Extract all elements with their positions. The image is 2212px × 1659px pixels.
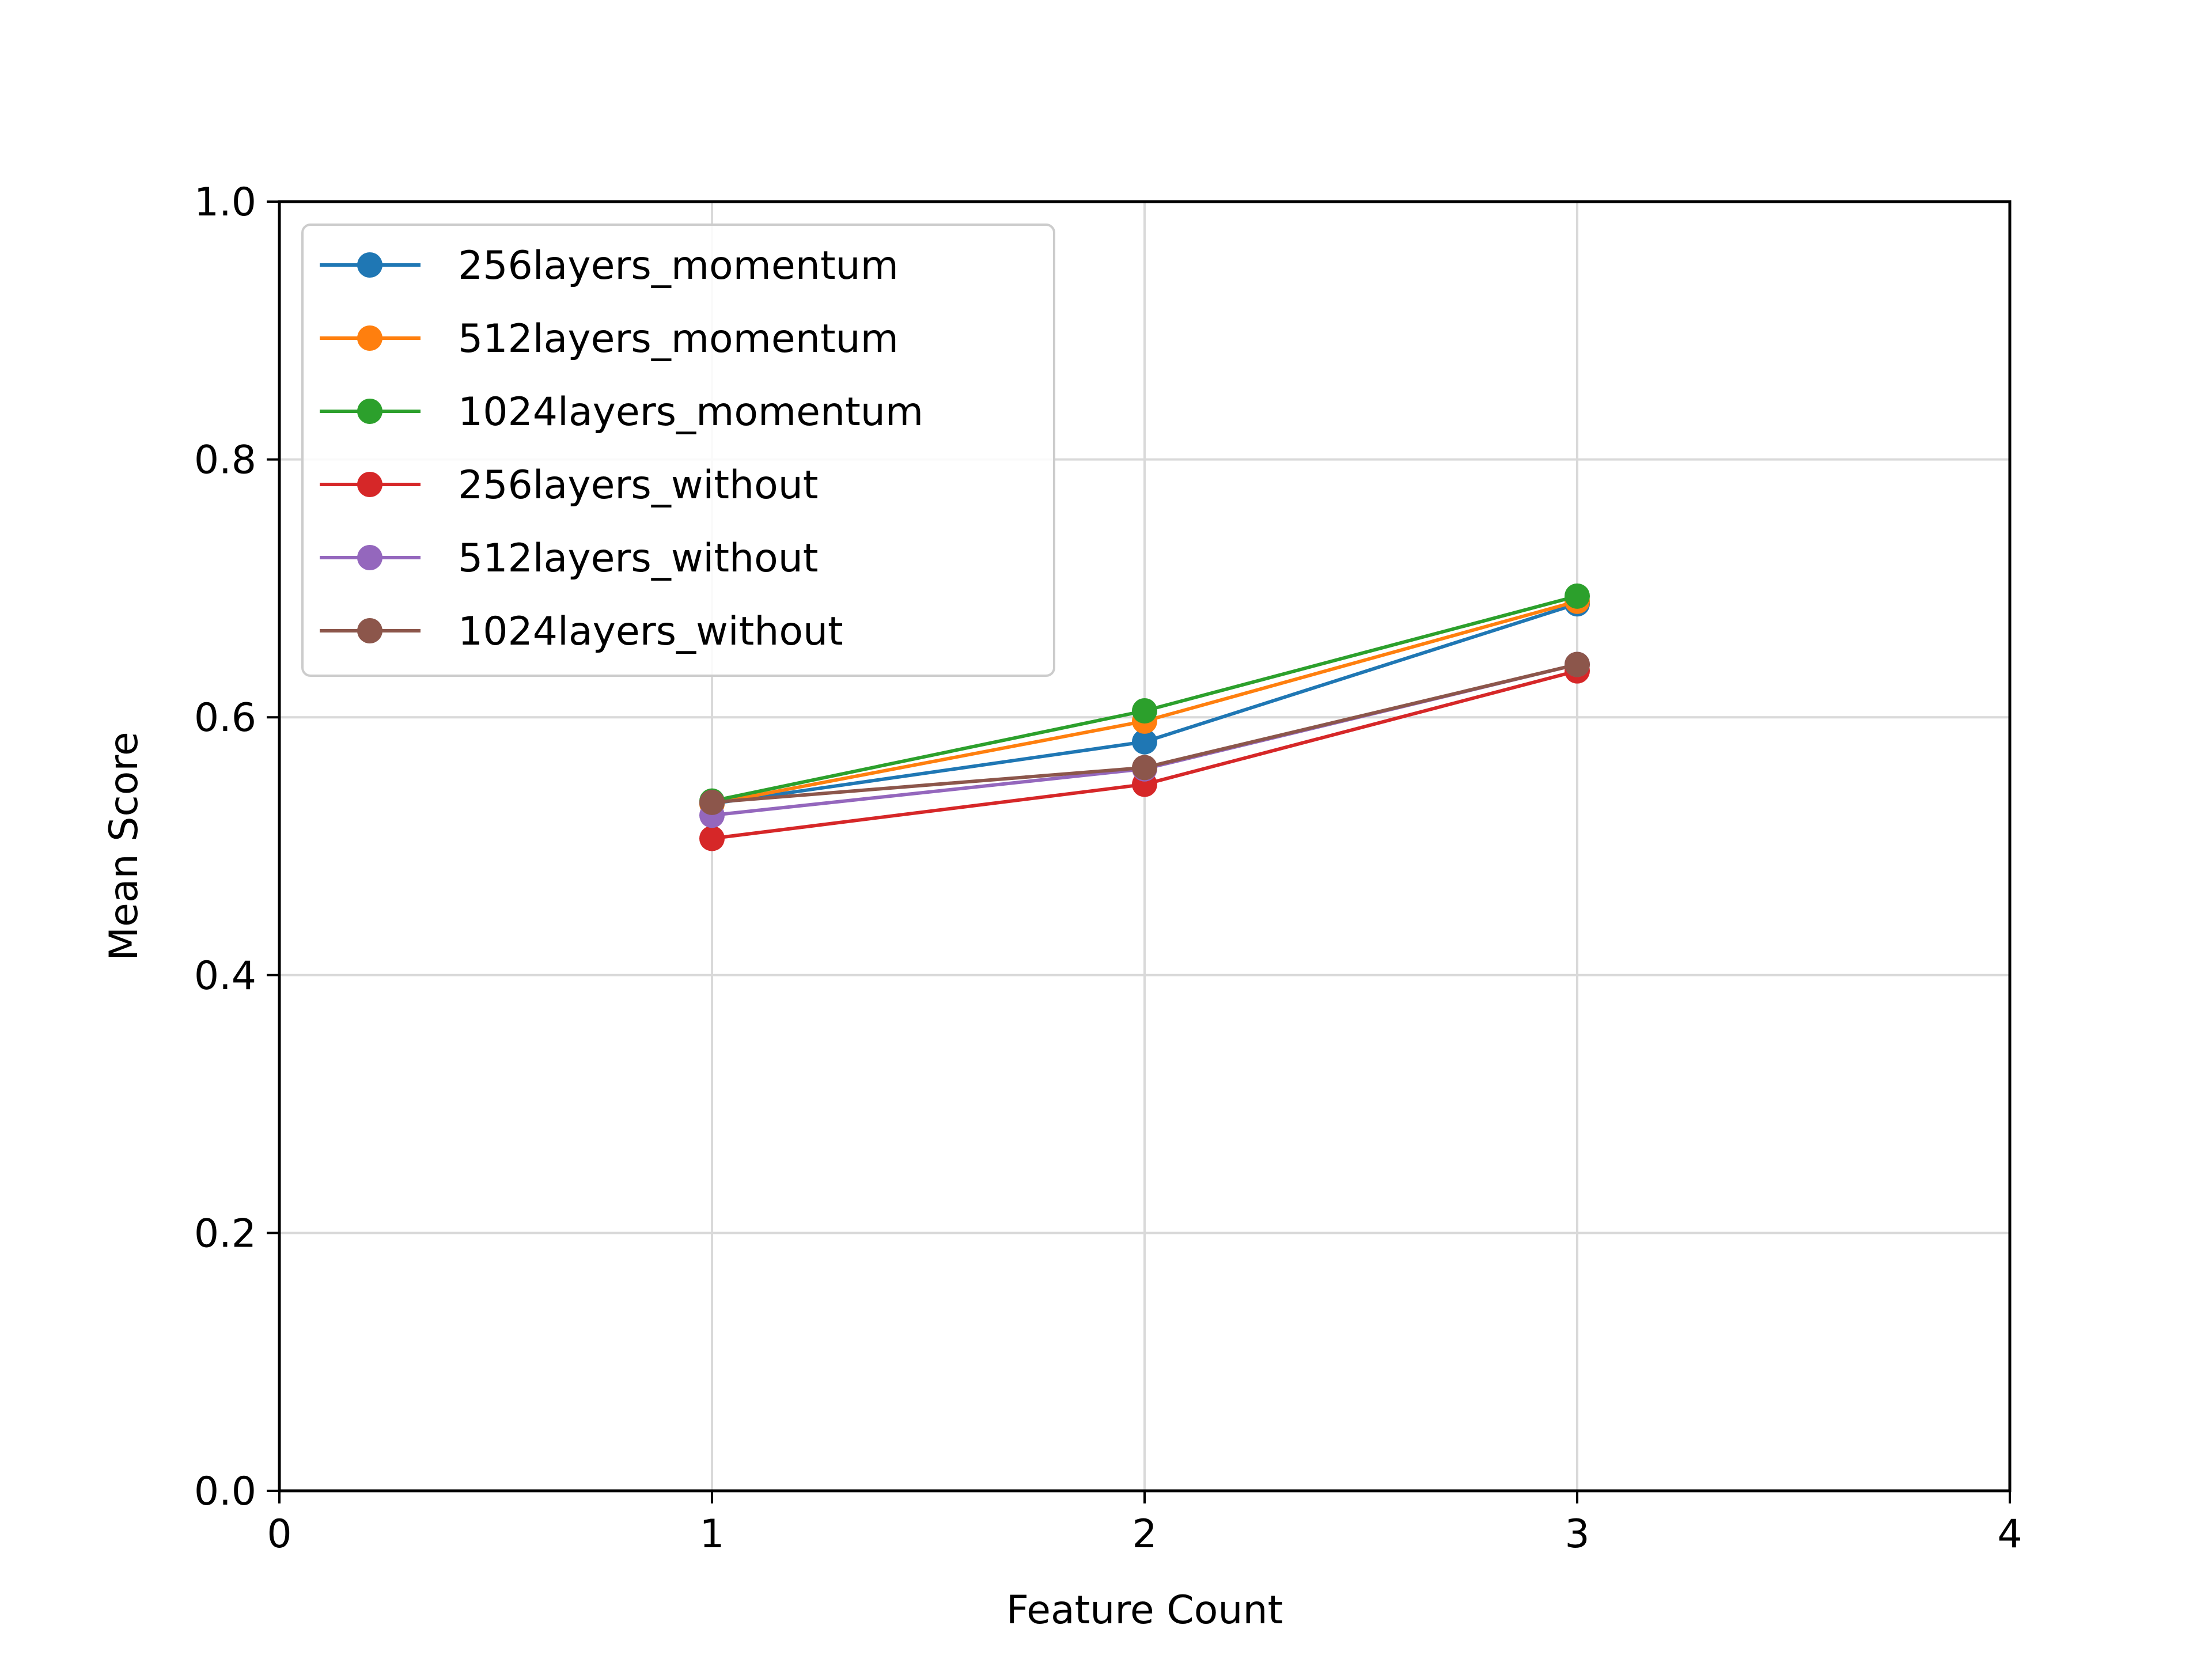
x-tick-label: 3 [1565, 1512, 1589, 1557]
x-axis-label: Feature Count [1006, 1588, 1283, 1633]
legend-entry: 512layers_without [320, 536, 818, 581]
y-tick-label: 0.0 [194, 1469, 256, 1514]
legend-swatch-marker [357, 325, 382, 351]
legend-entry: 1024layers_momentum [320, 389, 923, 435]
y-tick-label: 0.8 [194, 438, 256, 483]
legend-swatch-marker [357, 545, 382, 570]
x-tick-label: 0 [267, 1512, 291, 1557]
series-lines [699, 583, 1590, 851]
legend-label: 256layers_without [458, 463, 818, 508]
data-point [699, 825, 725, 851]
legend-box [301, 224, 1055, 677]
legend-entry: 256layers_without [320, 463, 818, 508]
x-tick-label: 4 [1997, 1512, 2022, 1557]
axis-ticks: 0 1 2 3 4 0.0 0.2 0.4 0.6 0.8 1.0 [194, 180, 2022, 1557]
x-tick-label: 2 [1132, 1512, 1157, 1557]
data-point [1565, 583, 1590, 609]
legend-label: 512layers_momentum [458, 316, 899, 362]
legend-entry: 256layers_momentum [320, 243, 899, 289]
legend-swatch-marker [357, 472, 382, 497]
legend-label: 512layers_without [458, 536, 818, 581]
y-axis-label: Mean Score [101, 732, 147, 960]
legend-swatch-marker [357, 399, 382, 424]
data-point [699, 789, 725, 815]
data-point [1565, 652, 1590, 677]
y-tick-label: 1.0 [194, 180, 256, 225]
y-tick-label: 0.2 [194, 1211, 256, 1256]
y-tick-label: 0.6 [194, 695, 256, 741]
data-point [1132, 729, 1157, 755]
legend-entry: 1024layers_without [320, 609, 843, 654]
y-tick-label: 0.4 [194, 953, 256, 999]
legend: 256layers_momentum 512layers_momentum 1024… [301, 224, 1055, 677]
legend-label: 1024layers_momentum [458, 389, 923, 435]
legend-label: 256layers_momentum [458, 243, 899, 289]
data-point [1132, 755, 1157, 781]
legend-entry: 512layers_momentum [320, 316, 899, 362]
x-tick-label: 1 [699, 1512, 724, 1557]
series-1024layers_without [699, 652, 1590, 815]
data-point [1132, 698, 1157, 724]
legend-label: 1024layers_without [458, 609, 843, 654]
legend-swatch-marker [357, 618, 382, 643]
legend-swatch-marker [357, 252, 382, 278]
